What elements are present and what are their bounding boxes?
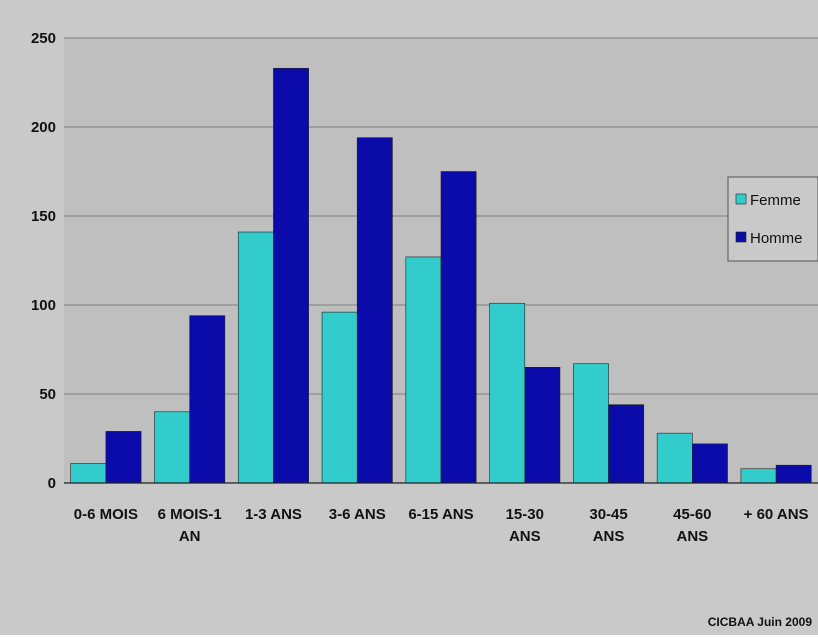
bar-homme-0 [105,431,142,484]
y-tick-label: 0 [48,475,56,492]
bar-homme-2 [273,67,309,484]
bar-femme-5 [489,302,526,484]
x-tick-label: 1-3 ANS [245,506,302,523]
x-tick-label: 30-45 ANS [589,506,627,545]
x-tick-label: 0-6 MOIS [74,506,138,523]
bar-femme-7 [656,432,693,484]
legend-label-femme: Femme [750,192,801,209]
x-tick-label: 15-30 ANS [506,506,544,545]
bars [70,67,812,484]
y-tick-label: 100 [31,297,56,314]
x-tick-label: + 60 ANS [744,506,809,523]
bar-femme-2 [237,231,274,484]
bar-homme-4 [440,171,477,484]
y-tick-label: 250 [31,30,56,47]
legend-swatch-homme [735,231,747,243]
legend-label-homme: Homme [750,230,803,247]
y-tick-label: 50 [39,386,56,403]
y-tick-label: 200 [31,119,56,136]
x-tick-label: 6 MOIS-1 AN [158,506,222,545]
bar-femme-1 [154,411,190,484]
legend-swatch-femme [735,193,747,205]
x-tick-label: 3-6 ANS [329,506,386,523]
x-axis-tick-labels: 0-6 MOIS 6 MOIS-1 AN 1-3 ANS 3-6 ANS 6-15 ANS… [74,506,809,545]
legend-box [727,176,818,262]
x-tick-label: 6-15 ANS [408,506,473,523]
x-tick-label: 45-60 ANS [673,506,711,545]
bar-homme-5 [524,366,561,484]
bar-homme-3 [356,137,393,484]
bar-homme-7 [692,443,728,484]
bar-femme-8 [740,468,777,484]
bar-femme-4 [405,256,442,484]
bar-homme-8 [775,464,812,484]
source-note: CICBAA Juin 2009 [708,615,813,629]
bar-homme-1 [189,315,226,484]
bar-femme-0 [70,463,107,484]
y-axis-tick-labels: 0 50 100 150 200 250 [31,30,56,492]
legend: Femme Homme [727,176,818,262]
y-tick-label: 150 [31,208,56,225]
bar-homme-6 [608,404,645,484]
bar-femme-6 [573,363,609,484]
bar-femme-3 [321,311,358,484]
